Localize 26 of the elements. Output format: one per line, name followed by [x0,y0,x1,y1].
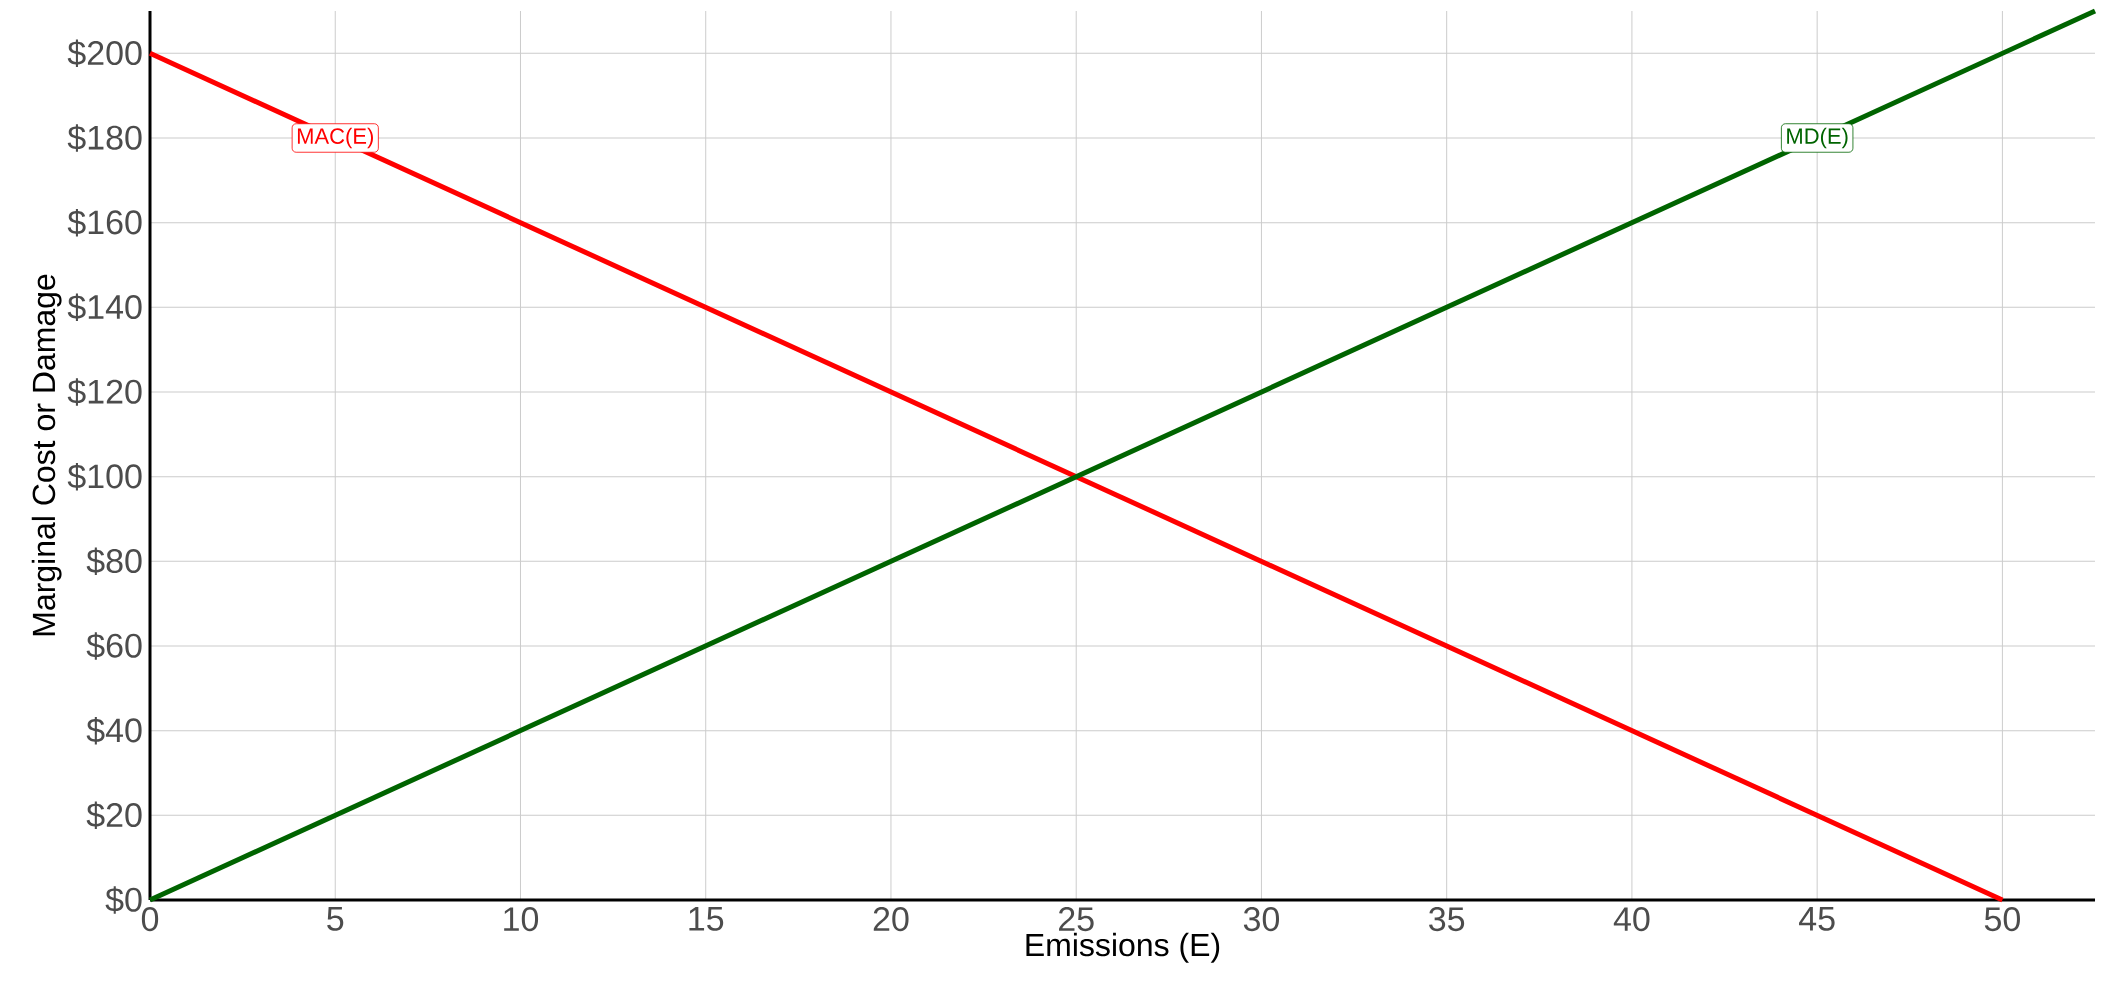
x-axis-title: Emissions (E) [1026,932,1220,963]
y-tick-label: $20 [86,801,142,830]
x-tick-label: 45 [1799,907,1835,931]
x-tick-label: 40 [1613,907,1650,932]
y-axis-title: Marginal Cost or Damage [31,274,62,636]
y-tick-label: $60 [86,632,142,660]
x-tick-label: 30 [1243,907,1280,932]
y-tick-label: $100 [67,462,142,491]
x-tick-label: 15 [689,907,724,931]
y-tick-label: $200 [67,39,142,68]
x-tick-label: 5 [327,907,344,931]
y-tick-label: $180 [67,124,142,152]
y-tick-label: $0 [105,886,142,914]
y-tick-label: $80 [86,547,142,576]
x-tick-label: 20 [873,907,909,932]
x-tick-label: 10 [504,907,539,932]
x-tick-label: 25 [1059,907,1094,932]
x-tick-label: 0 [141,907,159,932]
annotation: MD(E) [1787,127,1848,149]
x-tick-label: 35 [1429,907,1465,932]
x-tick-label: 50 [1984,907,2020,932]
y-tick-label: $40 [86,716,142,745]
y-tick-label: $160 [67,208,142,237]
annotation: MAC(E) [297,127,373,149]
y-tick-label: $140 [67,293,142,322]
y-tick-label: $120 [67,378,142,406]
